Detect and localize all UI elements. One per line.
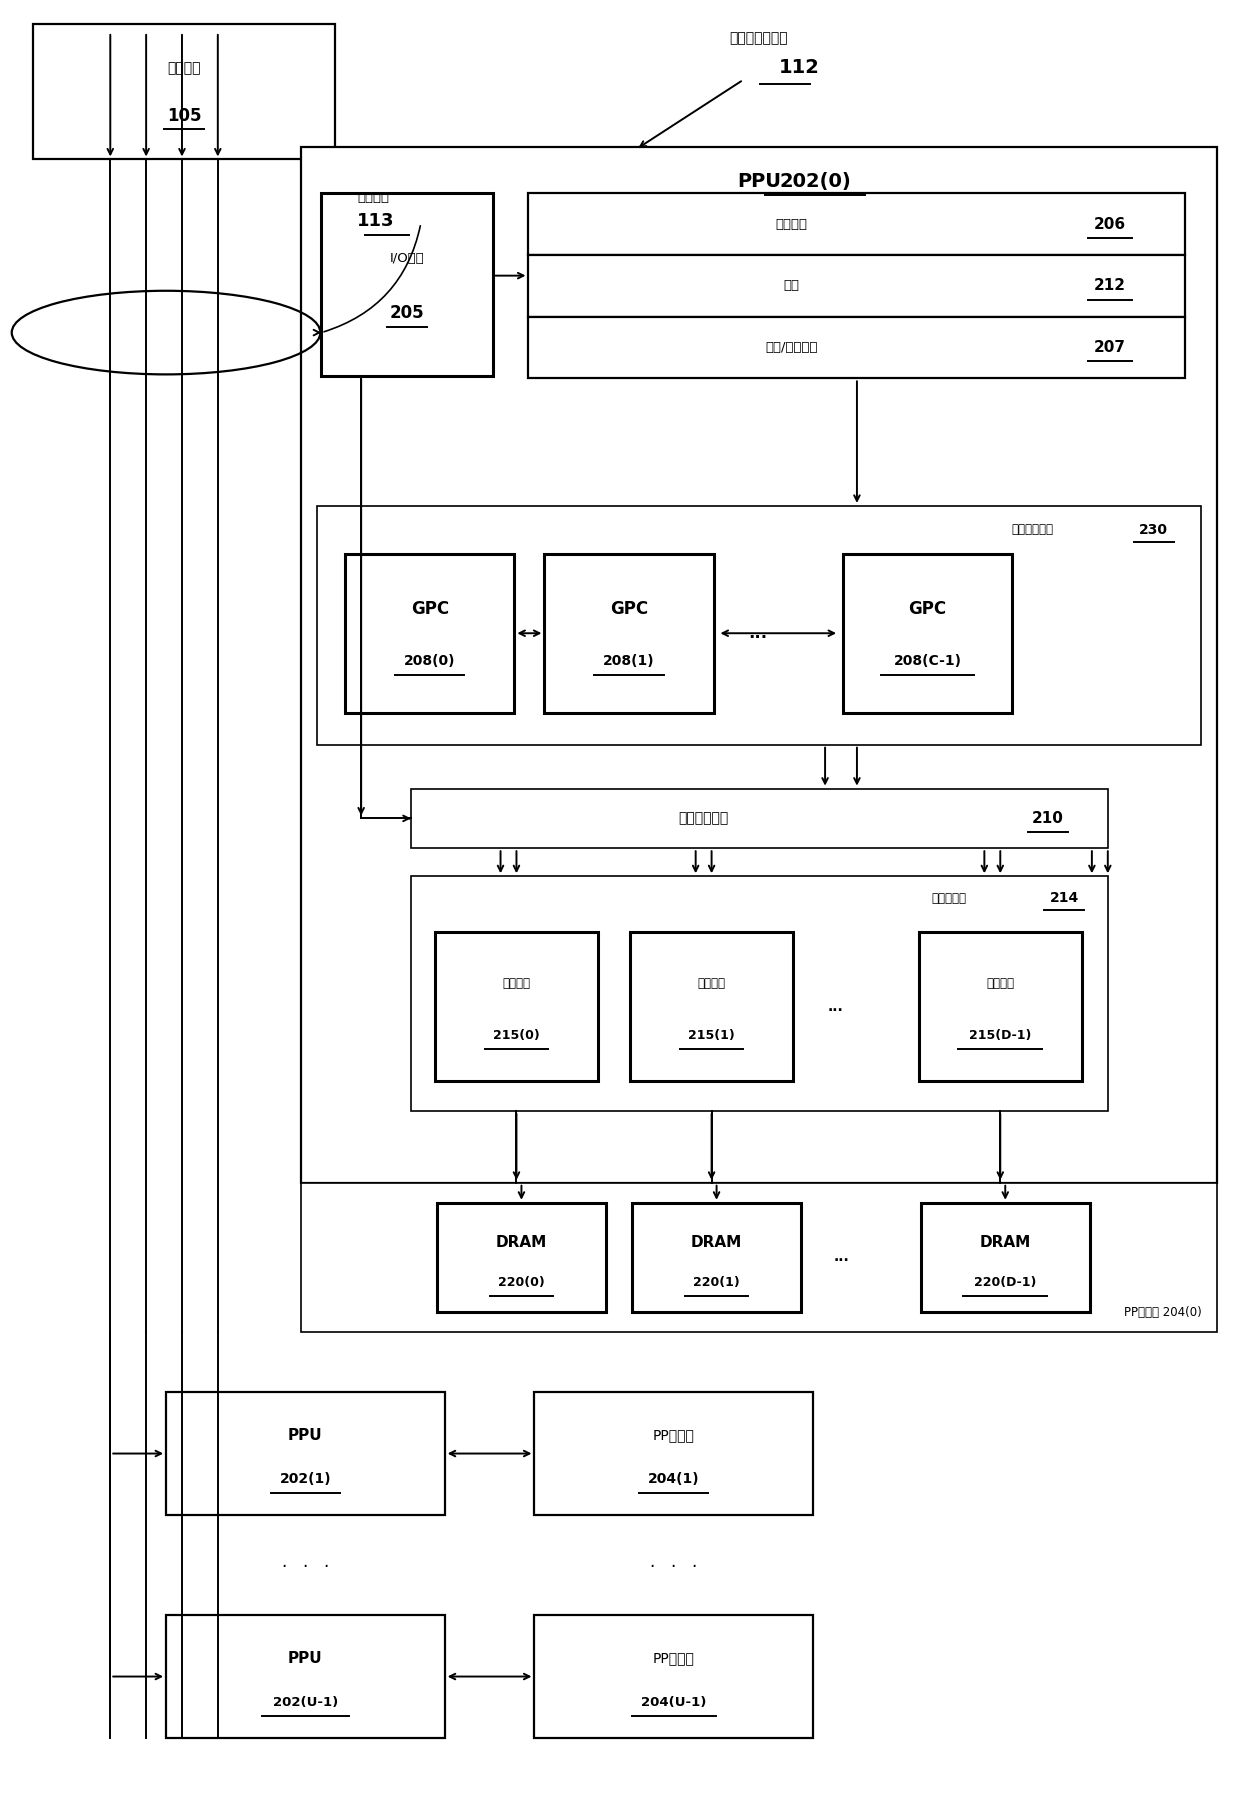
Text: ...: ... xyxy=(748,624,768,642)
Text: ...: ... xyxy=(827,1000,843,1014)
Bar xyxy=(345,553,515,713)
Text: PP存储器: PP存储器 xyxy=(652,1429,694,1442)
Text: 215(1): 215(1) xyxy=(688,1029,735,1041)
Text: 215(D-1): 215(D-1) xyxy=(970,1029,1032,1041)
Text: 处理集群阵列: 处理集群阵列 xyxy=(1011,522,1053,537)
Text: ...: ... xyxy=(833,1250,849,1264)
Text: 204(U-1): 204(U-1) xyxy=(641,1696,707,1709)
Text: 208(C-1): 208(C-1) xyxy=(894,655,961,668)
Bar xyxy=(843,553,1012,713)
Text: 分区单元: 分区单元 xyxy=(502,978,531,990)
Bar xyxy=(528,317,1185,379)
Bar xyxy=(32,24,335,160)
Text: 202(U-1): 202(U-1) xyxy=(273,1696,339,1709)
Text: 202(1): 202(1) xyxy=(279,1473,331,1486)
Text: 220(0): 220(0) xyxy=(498,1275,544,1288)
Bar xyxy=(534,1391,813,1515)
Text: ·   ·   ·: · · · xyxy=(281,1558,329,1576)
Text: 存储器接口: 存储器接口 xyxy=(931,891,966,905)
Text: 分区单元: 分区单元 xyxy=(698,978,725,990)
Text: GPC: GPC xyxy=(610,600,649,619)
Text: 前端: 前端 xyxy=(784,279,800,292)
Text: PPU: PPU xyxy=(288,1428,322,1444)
Bar xyxy=(301,1183,1218,1331)
Text: PP存储器: PP存储器 xyxy=(652,1651,694,1665)
Bar xyxy=(920,1203,1090,1312)
Bar xyxy=(166,1391,445,1515)
Bar xyxy=(435,932,598,1081)
Text: 交叉开关单元: 交叉开关单元 xyxy=(678,811,729,825)
Text: 204(1): 204(1) xyxy=(649,1473,699,1486)
Text: I/O单元: I/O单元 xyxy=(389,252,424,265)
Text: 208(0): 208(0) xyxy=(404,655,455,668)
Text: 208(1): 208(1) xyxy=(603,655,655,668)
Text: 205: 205 xyxy=(389,303,424,321)
Bar xyxy=(534,1614,813,1738)
Bar xyxy=(436,1203,606,1312)
Text: 主机接口: 主机接口 xyxy=(775,218,807,230)
Bar xyxy=(410,789,1107,849)
Text: 通信路径: 通信路径 xyxy=(357,190,389,203)
Text: 分区单元: 分区单元 xyxy=(986,978,1014,990)
Text: 并行处理子系统: 并行处理子系统 xyxy=(729,31,789,45)
Text: DRAM: DRAM xyxy=(980,1235,1030,1250)
Text: 214: 214 xyxy=(1049,891,1079,905)
Text: DRAM: DRAM xyxy=(496,1235,547,1250)
Text: 210: 210 xyxy=(1032,811,1064,825)
Text: GPC: GPC xyxy=(909,600,946,619)
Text: DRAM: DRAM xyxy=(691,1235,743,1250)
Bar xyxy=(528,194,1185,256)
Text: ·   ·   ·: · · · xyxy=(650,1558,697,1576)
Text: 105: 105 xyxy=(166,107,201,125)
Text: 220(D-1): 220(D-1) xyxy=(975,1275,1037,1288)
Bar xyxy=(321,194,492,375)
Text: GPC: GPC xyxy=(410,600,449,619)
Text: PP存储器 204(0): PP存储器 204(0) xyxy=(1123,1306,1202,1319)
Bar xyxy=(544,553,713,713)
Text: 202(0): 202(0) xyxy=(779,172,851,190)
Text: 215(0): 215(0) xyxy=(494,1029,539,1041)
Bar xyxy=(166,1614,445,1738)
Bar xyxy=(410,876,1107,1112)
Text: PPU: PPU xyxy=(738,172,781,190)
Bar xyxy=(632,1203,801,1312)
Bar xyxy=(528,256,1185,317)
Text: 206: 206 xyxy=(1094,216,1126,232)
Bar xyxy=(301,147,1218,1183)
Text: 任务/工作单元: 任务/工作单元 xyxy=(765,341,817,354)
Text: PPU: PPU xyxy=(288,1651,322,1665)
Text: 230: 230 xyxy=(1140,522,1168,537)
Bar xyxy=(919,932,1083,1081)
Bar xyxy=(317,506,1202,746)
Text: 113: 113 xyxy=(357,212,394,230)
Text: 112: 112 xyxy=(779,58,820,78)
Text: 220(1): 220(1) xyxy=(693,1275,740,1288)
Bar xyxy=(630,932,794,1081)
Text: 207: 207 xyxy=(1094,339,1126,356)
Text: 存储器桥: 存储器桥 xyxy=(167,62,201,74)
Text: 212: 212 xyxy=(1094,278,1126,294)
